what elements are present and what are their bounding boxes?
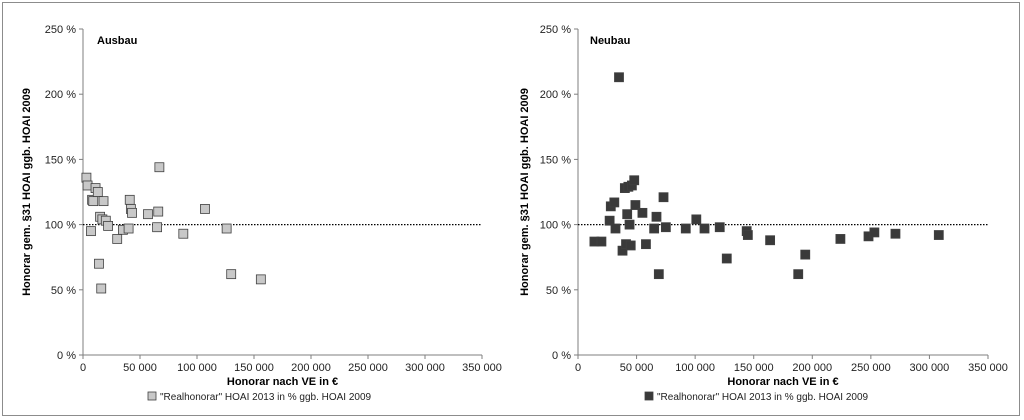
x-tick-label: 200 000 [792, 362, 832, 374]
chart-title: Neubau [590, 35, 630, 47]
data-point [835, 234, 846, 244]
x-tick-label: 100 000 [177, 362, 217, 374]
x-tick-label: 300 000 [910, 362, 950, 374]
data-point [610, 223, 621, 234]
data-point [641, 239, 651, 250]
x-tick-label: 0 [575, 362, 581, 374]
data-point [714, 222, 725, 233]
data-point [765, 235, 776, 246]
data-point [651, 211, 662, 222]
x-axis-label: Honorar nach VE in € [727, 376, 838, 388]
data-point [200, 204, 210, 214]
legend-label: "Realhonorar" HOAI 2013 in % ggb. HOAI 2… [657, 392, 869, 403]
data-point [154, 162, 165, 173]
data-point [653, 269, 664, 280]
x-tick-label: 0 [80, 362, 86, 374]
y-tick-label: 200 % [45, 89, 76, 101]
y-tick-label: 50 % [546, 285, 571, 297]
y-tick-label: 250 % [540, 24, 571, 36]
y-tick-label: 100 % [540, 220, 571, 232]
x-axis-label: Honorar nach VE in € [227, 376, 338, 388]
x-tick-label: 300 000 [405, 362, 445, 374]
data-point [660, 222, 671, 233]
x-tick-label: 350 000 [462, 362, 502, 374]
data-point [622, 209, 633, 220]
y-tick-label: 0 % [57, 350, 76, 362]
x-tick-label: 350 000 [968, 362, 1008, 374]
x-tick-label: 150 000 [234, 362, 274, 374]
chart-panel-2: 0 % 50 % 100 % 150 % 200 % 250 % 0 50 000 100 00… [519, 24, 1008, 403]
data-point [123, 223, 134, 234]
data-point [604, 215, 615, 226]
data-point [124, 194, 135, 205]
data-point [112, 234, 123, 244]
x-tick-label: 50 000 [620, 362, 654, 374]
data-point [127, 207, 137, 218]
data-point [143, 209, 153, 220]
data-point [153, 206, 164, 217]
chart-panel-1: 0 % 50 % 100 % 150 % 200 % 250 % 0 50 000 100 00… [21, 24, 502, 403]
data-point [178, 228, 189, 239]
data-point [680, 223, 691, 234]
x-tick-label: 250 000 [348, 362, 388, 374]
data-point [869, 227, 880, 238]
legend-marker [147, 391, 157, 401]
y-tick-label: 50 % [51, 285, 76, 297]
x-tick-label: 100 000 [675, 362, 715, 374]
data-point [629, 175, 640, 186]
data-point [152, 222, 163, 233]
figure-frame [2, 2, 1020, 416]
data-point [96, 283, 107, 294]
y-tick-label: 200 % [540, 89, 571, 101]
legend-label: "Realhonorar" HOAI 2013 in % ggb. HOAI 2… [160, 392, 372, 403]
data-point [649, 223, 660, 234]
data-point [793, 269, 804, 280]
data-point [221, 223, 232, 234]
y-axis-label: Honorar gem. §31 HOAI ggb. HOAI 2009 [21, 88, 33, 296]
y-tick-label: 100 % [45, 220, 76, 232]
data-point [890, 228, 901, 239]
data-point [98, 196, 109, 207]
y-axis-label: Honorar gem. §31 HOAI ggb. HOAI 2009 [519, 88, 531, 296]
data-point [658, 192, 669, 203]
x-tick-label: 50 000 [123, 362, 157, 374]
data-point [637, 207, 648, 218]
data-point [742, 230, 753, 240]
data-point [614, 72, 624, 83]
data-point [800, 249, 811, 260]
data-point [255, 274, 266, 285]
y-tick-label: 250 % [45, 24, 76, 36]
data-point [699, 223, 710, 234]
data-point [103, 221, 113, 231]
chart-title: Ausbau [97, 35, 137, 47]
x-tick-label: 150 000 [734, 362, 774, 374]
y-tick-label: 150 % [540, 154, 571, 166]
x-tick-label: 250 000 [851, 362, 891, 374]
data-point [721, 253, 732, 264]
data-point [609, 197, 620, 208]
data-point [933, 230, 944, 240]
data-point [630, 200, 641, 210]
data-point [86, 226, 96, 237]
data-point [88, 196, 99, 207]
data-point [625, 240, 636, 251]
data-point [94, 258, 104, 269]
y-tick-label: 0 % [552, 350, 571, 362]
data-point [596, 236, 607, 247]
legend-marker [644, 391, 654, 401]
data-point [624, 219, 635, 230]
data-point [691, 214, 702, 225]
data-point [226, 269, 237, 280]
data-point [92, 187, 103, 197]
y-tick-label: 150 % [45, 154, 76, 166]
x-tick-label: 200 000 [291, 362, 331, 374]
